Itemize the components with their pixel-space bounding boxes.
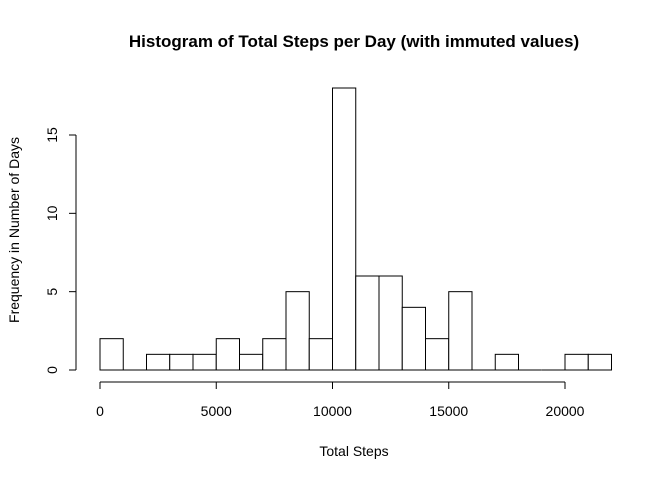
- histogram-bar: [262, 338, 287, 371]
- histogram-bar: [564, 353, 589, 371]
- x-tick-label: 0: [96, 403, 104, 419]
- x-axis-label: Total Steps: [319, 443, 388, 459]
- y-tick-label: 10: [44, 205, 60, 221]
- histogram-bar: [378, 275, 403, 371]
- histogram-bar: [192, 353, 217, 371]
- histogram-bar: [215, 338, 240, 371]
- histogram-bar: [332, 87, 357, 371]
- histogram-bar: [401, 306, 426, 371]
- x-tick-label: 10000: [313, 403, 352, 419]
- histogram-bar: [355, 275, 380, 371]
- y-axis-label: Frequency in Number of Days: [6, 137, 22, 323]
- bars-group: [99, 87, 612, 371]
- chart-title: Histogram of Total Steps per Day (with i…: [129, 32, 579, 51]
- y-tick-label: 0: [44, 366, 60, 374]
- x-axis: 0 5000 10000 15000 20000: [96, 381, 585, 419]
- histogram-bar: [448, 291, 473, 371]
- histogram-bar: [239, 353, 264, 371]
- histogram-bar: [285, 291, 310, 371]
- y-tick-label: 15: [44, 127, 60, 143]
- y-axis: 0 5 10 15: [44, 127, 77, 374]
- histogram-bar: [146, 353, 171, 371]
- histogram-bar: [494, 353, 519, 371]
- histogram-bar: [169, 353, 194, 371]
- x-tick-label: 20000: [546, 403, 585, 419]
- x-tick-label: 15000: [429, 403, 468, 419]
- histogram-bar: [308, 338, 333, 371]
- histogram-bar: [99, 338, 124, 371]
- histogram-bar: [425, 338, 450, 371]
- histogram-bar: [587, 353, 612, 371]
- y-tick-label: 5: [44, 288, 60, 296]
- x-tick-label: 5000: [201, 403, 232, 419]
